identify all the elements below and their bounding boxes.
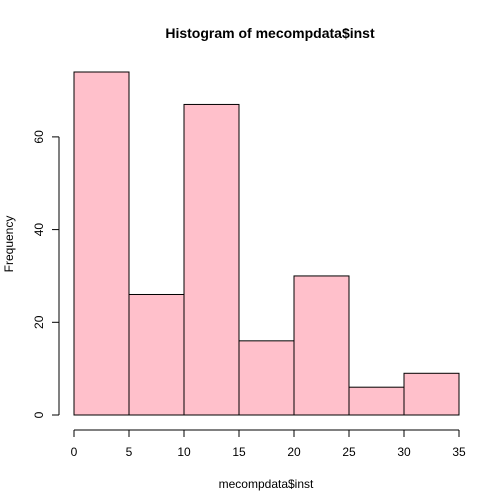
x-axis: 0 5 10 15 20 25 30 35	[71, 429, 466, 459]
x-tick-label: 5	[126, 445, 133, 459]
bar-4	[293, 275, 350, 416]
x-tick-label: 15	[232, 445, 246, 459]
y-tick-label: 40	[32, 223, 46, 237]
x-tick-label: 25	[342, 445, 356, 459]
x-tick-label: 20	[287, 445, 301, 459]
y-tick-label: 60	[32, 130, 46, 144]
x-tick-label: 35	[452, 445, 466, 459]
y-axis: 0 20 40 60	[32, 130, 60, 418]
y-axis-label: Frequency	[2, 216, 16, 273]
x-tick-label: 0	[71, 445, 78, 459]
bar-5	[348, 386, 405, 416]
x-tick-label: 30	[397, 445, 411, 459]
bar-6	[403, 372, 460, 416]
x-axis-label: mecompdata$inst	[219, 477, 314, 491]
bar-2	[183, 103, 240, 416]
bar-3	[238, 340, 295, 416]
bars-group	[73, 71, 460, 416]
bar-0	[73, 71, 130, 416]
bar-1	[128, 293, 185, 416]
x-tick-label: 10	[177, 445, 191, 459]
chart-title: Histogram of mecompdata$inst	[165, 25, 375, 41]
y-tick-label: 20	[32, 315, 46, 329]
y-tick-label: 0	[32, 411, 46, 418]
